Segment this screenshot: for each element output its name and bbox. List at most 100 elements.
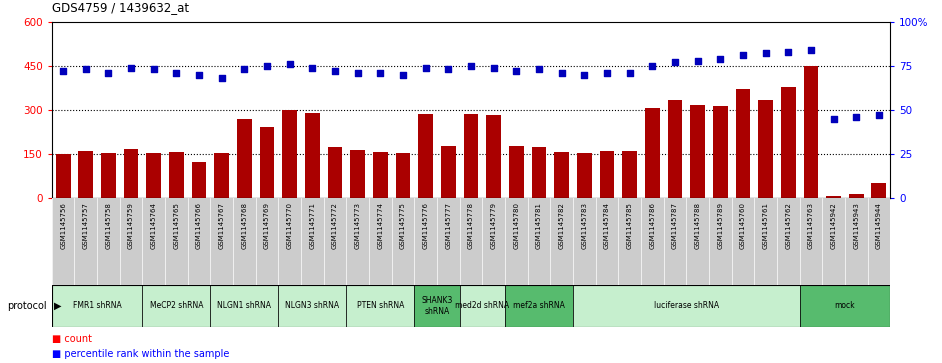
Bar (645, 108, 659, 198)
Point (713, 56, 728, 62)
Bar (101, 153, 116, 198)
Text: luciferase shRNA: luciferase shRNA (654, 301, 719, 310)
Bar (328, 147, 342, 198)
Bar (871, 183, 886, 198)
Point (78, 66, 93, 72)
Bar (279, 285, 347, 327)
Text: GSM1145764: GSM1145764 (151, 202, 156, 249)
Text: GSM1145766: GSM1145766 (196, 202, 203, 249)
Text: GSM1145778: GSM1145778 (468, 202, 474, 249)
Text: GSM1145762: GSM1145762 (786, 202, 791, 249)
Bar (554, 152, 569, 198)
Point (804, 47, 819, 53)
Text: GSM1145765: GSM1145765 (173, 202, 179, 249)
Text: GSM1145943: GSM1145943 (853, 202, 859, 249)
Text: GSM1145785: GSM1145785 (626, 202, 633, 249)
Bar (192, 162, 206, 198)
Text: GSM1145770: GSM1145770 (286, 202, 293, 249)
Bar (713, 106, 727, 198)
Bar (237, 119, 252, 198)
Text: GSM1145783: GSM1145783 (581, 202, 587, 249)
Text: NLGN3 shRNA: NLGN3 shRNA (285, 301, 339, 310)
Bar (260, 127, 274, 198)
Bar (210, 285, 279, 327)
Text: GSM1145786: GSM1145786 (649, 202, 656, 249)
Point (486, 65, 501, 70)
Point (214, 75, 229, 81)
Text: GSM1145763: GSM1145763 (808, 202, 814, 249)
Bar (736, 89, 750, 198)
Bar (305, 113, 319, 198)
Point (350, 70, 365, 76)
Bar (396, 153, 411, 198)
Text: GDS4759 / 1439632_at: GDS4759 / 1439632_at (52, 1, 189, 14)
Bar (373, 152, 388, 198)
Bar (460, 285, 505, 327)
Point (191, 72, 206, 77)
Bar (146, 153, 161, 198)
Point (123, 65, 138, 70)
Bar (463, 114, 479, 198)
Bar (600, 151, 614, 198)
Text: GSM1145767: GSM1145767 (219, 202, 225, 249)
Text: GSM1145781: GSM1145781 (536, 202, 542, 249)
Bar (283, 110, 297, 198)
Text: GSM1145768: GSM1145768 (241, 202, 248, 249)
Text: GSM1145757: GSM1145757 (83, 202, 89, 249)
Bar (441, 146, 456, 198)
Text: ■ percentile rank within the sample: ■ percentile rank within the sample (52, 349, 229, 359)
Bar (849, 194, 864, 198)
Text: mef2a shRNA: mef2a shRNA (513, 301, 565, 310)
Bar (350, 150, 365, 198)
Bar (758, 101, 773, 198)
Point (283, 61, 298, 67)
Point (101, 70, 116, 76)
Point (328, 68, 343, 74)
Bar (531, 147, 546, 198)
Point (373, 70, 388, 76)
Text: protocol: protocol (8, 301, 47, 311)
Point (236, 66, 252, 72)
Text: GSM1145761: GSM1145761 (763, 202, 769, 249)
Bar (690, 105, 705, 198)
Bar (577, 153, 592, 198)
Point (146, 66, 161, 72)
Point (758, 50, 773, 56)
Text: GSM1145759: GSM1145759 (128, 202, 134, 249)
Bar (347, 285, 414, 327)
Text: GSM1145769: GSM1145769 (264, 202, 270, 249)
Point (826, 116, 841, 122)
Text: NLGN1 shRNA: NLGN1 shRNA (218, 301, 271, 310)
Point (622, 70, 637, 76)
Point (509, 68, 524, 74)
Bar (623, 151, 637, 198)
Text: GSM1145787: GSM1145787 (672, 202, 678, 249)
Text: FMR1 shRNA: FMR1 shRNA (73, 301, 122, 310)
Bar (781, 87, 796, 198)
Bar (52, 285, 142, 327)
Point (56, 68, 71, 74)
Point (667, 60, 682, 65)
Text: GSM1145775: GSM1145775 (400, 202, 406, 249)
Bar (800, 285, 890, 327)
Text: GSM1145942: GSM1145942 (831, 202, 836, 249)
Point (396, 72, 411, 77)
Point (577, 72, 592, 77)
Point (463, 63, 479, 69)
Text: GSM1145782: GSM1145782 (559, 202, 564, 249)
Text: mock: mock (835, 301, 855, 310)
Text: GSM1145777: GSM1145777 (446, 202, 451, 249)
Point (871, 112, 886, 118)
Point (169, 70, 184, 76)
Bar (123, 149, 138, 198)
Bar (215, 153, 229, 198)
Bar (826, 196, 841, 198)
Bar (804, 66, 819, 198)
Text: GSM1145780: GSM1145780 (513, 202, 519, 249)
Bar (668, 101, 682, 198)
Bar (142, 285, 210, 327)
Text: MeCP2 shRNA: MeCP2 shRNA (150, 301, 203, 310)
Point (441, 66, 456, 72)
Bar (169, 152, 184, 198)
Text: GSM1145776: GSM1145776 (423, 202, 429, 249)
